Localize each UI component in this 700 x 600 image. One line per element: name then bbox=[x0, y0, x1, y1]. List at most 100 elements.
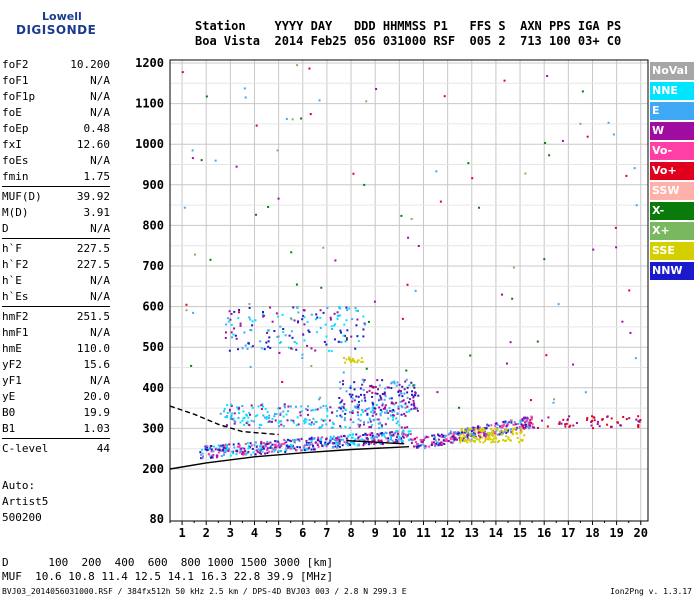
echo-point bbox=[427, 436, 430, 439]
echo-point bbox=[349, 418, 352, 421]
echo-point bbox=[374, 385, 377, 388]
plot-axes: 1 2 3 4 5 6 7 8 9 10 11 12 13 14 15 16 17 18 19 20802003004… bbox=[135, 56, 649, 540]
echo-point bbox=[389, 414, 392, 417]
echo-point bbox=[272, 448, 275, 451]
echo-point bbox=[356, 359, 359, 362]
echo-point bbox=[317, 436, 320, 439]
echo-point bbox=[492, 431, 495, 434]
param-name: hmF1 bbox=[2, 326, 29, 339]
legend-item-vo-: Vo+ bbox=[650, 162, 694, 180]
echo-point bbox=[303, 323, 306, 326]
param-separator bbox=[2, 438, 110, 439]
echo-point bbox=[235, 165, 238, 168]
echo-point bbox=[450, 441, 453, 444]
echo-point bbox=[227, 317, 230, 320]
echo-point bbox=[401, 441, 404, 444]
echo-point bbox=[484, 439, 487, 442]
echo-point bbox=[524, 416, 527, 419]
echo-point bbox=[404, 414, 407, 417]
echo-point bbox=[373, 300, 376, 303]
echo-point bbox=[472, 439, 475, 442]
echo-point bbox=[236, 406, 239, 409]
echo-point bbox=[514, 427, 517, 430]
echo-point bbox=[314, 420, 317, 423]
echo-point bbox=[211, 454, 214, 457]
echo-point bbox=[325, 404, 328, 407]
echo-point bbox=[369, 432, 372, 435]
echo-point bbox=[462, 433, 465, 436]
echo-point bbox=[399, 390, 402, 393]
echo-point bbox=[637, 426, 640, 429]
cluster-multi-hop bbox=[224, 306, 367, 353]
echo-point bbox=[361, 438, 364, 441]
echo-point bbox=[480, 431, 483, 434]
echo-point bbox=[419, 444, 422, 447]
echo-point bbox=[328, 349, 331, 352]
x-tick-label: 5 bbox=[275, 526, 282, 540]
echo-point bbox=[421, 443, 424, 446]
echo-point bbox=[528, 421, 531, 424]
echo-point bbox=[265, 448, 268, 451]
echo-point bbox=[318, 99, 321, 102]
echo-point bbox=[338, 381, 341, 384]
echo-point bbox=[473, 431, 476, 434]
echo-point bbox=[405, 369, 408, 372]
echo-point bbox=[361, 378, 364, 381]
param-row: hmF2 251.5 bbox=[2, 309, 110, 325]
echo-point bbox=[338, 396, 341, 399]
echo-point bbox=[261, 450, 264, 453]
echo-point bbox=[509, 439, 512, 442]
echo-point bbox=[248, 424, 251, 427]
x-tick-label: 6 bbox=[299, 526, 306, 540]
echo-point bbox=[492, 440, 495, 443]
echo-point bbox=[215, 456, 218, 459]
echo-point bbox=[309, 443, 312, 446]
x-tick-label: 19 bbox=[609, 526, 623, 540]
echo-point bbox=[379, 442, 382, 445]
echo-point bbox=[491, 429, 494, 432]
echo-point bbox=[381, 393, 384, 396]
echo-point bbox=[212, 450, 215, 453]
echo-point bbox=[382, 433, 385, 436]
echo-point bbox=[269, 306, 272, 309]
echo-point bbox=[384, 412, 387, 415]
echo-point bbox=[328, 419, 331, 422]
param-name: fmin bbox=[2, 170, 29, 183]
echo-point bbox=[390, 436, 393, 439]
echo-point bbox=[447, 440, 450, 443]
echo-point bbox=[355, 406, 358, 409]
echo-point bbox=[292, 306, 295, 309]
echo-point bbox=[478, 434, 481, 437]
param-value: 44 bbox=[96, 442, 110, 455]
echo-point bbox=[377, 388, 380, 391]
echo-point bbox=[286, 419, 289, 422]
echo-point bbox=[385, 437, 388, 440]
param-row: D N/A bbox=[2, 221, 110, 237]
echo-point bbox=[364, 399, 367, 402]
plot-frame bbox=[169, 59, 649, 522]
echo-point bbox=[249, 318, 252, 321]
echo-point bbox=[469, 427, 472, 430]
scaled-parameters-panel: foF2 10.200 foF1 N/A foF1p N/A foE N/A foEp 0.48 f… bbox=[2, 57, 110, 457]
artist-line2: Artist5 bbox=[2, 495, 49, 508]
echo-point bbox=[360, 360, 363, 363]
param-value: 227.5 bbox=[76, 258, 110, 271]
echo-point bbox=[222, 410, 225, 413]
param-separator bbox=[2, 306, 110, 307]
echo-point bbox=[364, 432, 367, 435]
echo-point bbox=[466, 435, 469, 438]
echo-point bbox=[315, 420, 318, 423]
echo-point bbox=[362, 328, 365, 331]
echo-point bbox=[464, 435, 467, 438]
echo-point bbox=[300, 449, 303, 452]
echo-point bbox=[181, 71, 184, 74]
echo-point bbox=[368, 407, 371, 410]
echo-point bbox=[357, 395, 360, 398]
echo-point bbox=[335, 441, 338, 444]
echo-point bbox=[344, 435, 347, 438]
echo-point bbox=[285, 441, 288, 444]
echo-point bbox=[248, 411, 251, 414]
echo-point bbox=[346, 444, 349, 447]
echo-point bbox=[464, 436, 467, 439]
echo-point bbox=[363, 379, 366, 382]
